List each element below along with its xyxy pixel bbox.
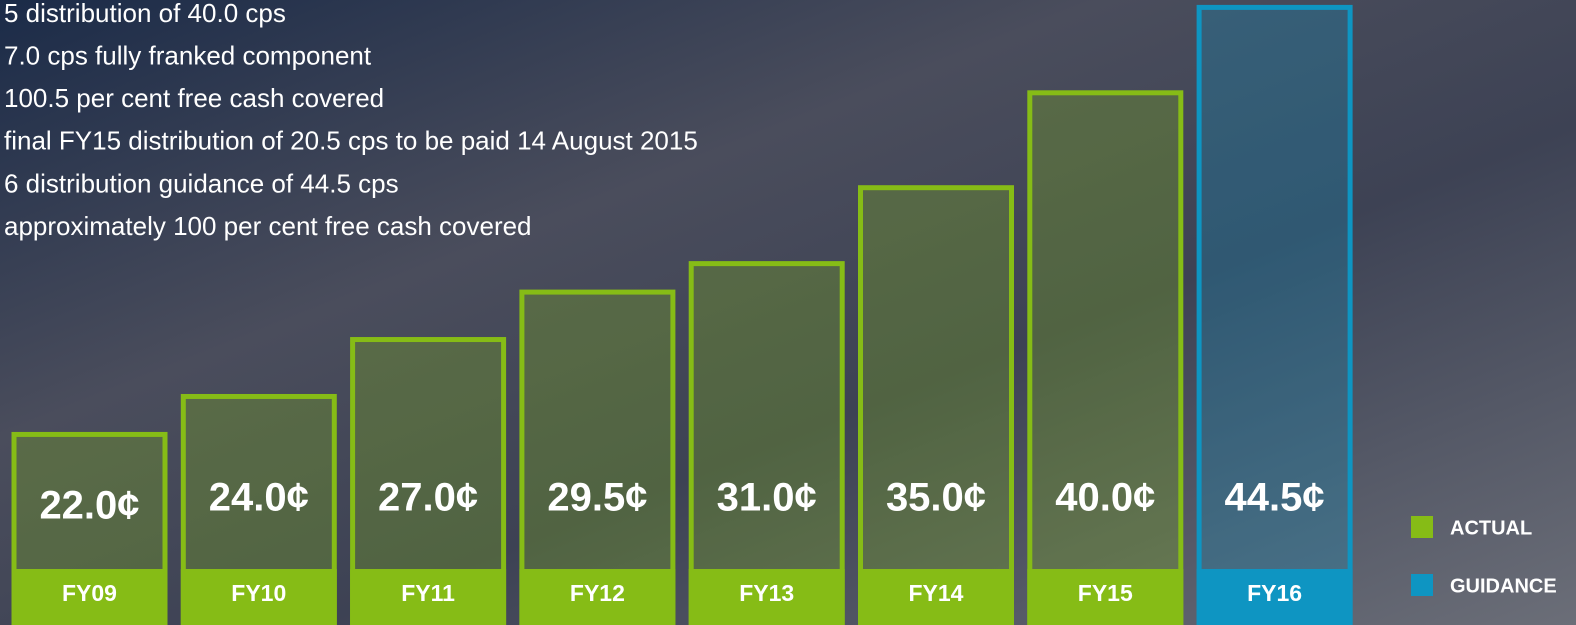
- category-band: [1027, 569, 1184, 625]
- x-tick-label: FY16: [1247, 580, 1302, 606]
- note-line: final FY15 distribution of 20.5 cps to b…: [4, 126, 698, 156]
- note-line: 7.0 cps fully franked component: [4, 40, 372, 70]
- category-band: [180, 569, 337, 625]
- bar: [858, 185, 1014, 625]
- category-band: [1196, 569, 1353, 625]
- legend-label: ACTUAL: [1450, 517, 1532, 539]
- legend-label: GUIDANCE: [1450, 575, 1557, 597]
- x-tick-label: FY11: [401, 580, 455, 606]
- note-line: 6 distribution guidance of 44.5 cps: [4, 168, 399, 198]
- value-label: 44.5¢: [1225, 476, 1325, 520]
- value-label: 27.0¢: [378, 476, 478, 520]
- x-tick-label: FY14: [909, 580, 964, 606]
- legend-swatch: [1411, 516, 1433, 538]
- value-label: 31.0¢: [717, 476, 817, 520]
- category-band: [350, 569, 507, 625]
- x-tick-label: FY10: [231, 580, 286, 606]
- category-band: [519, 569, 676, 625]
- value-label: 35.0¢: [886, 476, 986, 520]
- value-label: 29.5¢: [547, 476, 647, 520]
- note-line: 100.5 per cent free cash covered: [4, 83, 384, 113]
- bar: [1027, 90, 1184, 625]
- note-line: approximately 100 per cent free cash cov…: [4, 211, 532, 241]
- category-band: [11, 569, 168, 625]
- legend-swatch: [1411, 574, 1433, 596]
- x-tick-label: FY12: [570, 580, 625, 606]
- bar: [688, 261, 845, 625]
- x-tick-label: FY15: [1078, 580, 1133, 606]
- value-label: 22.0¢: [39, 484, 139, 528]
- x-tick-label: FY13: [739, 580, 794, 606]
- value-label: 24.0¢: [209, 476, 309, 520]
- x-tick-label: FY09: [62, 580, 117, 606]
- value-label: 40.0¢: [1055, 476, 1155, 520]
- bar: [1196, 4, 1353, 625]
- category-band: [858, 569, 1014, 625]
- category-band: [688, 569, 845, 625]
- note-line: 5 distribution of 40.0 cps: [4, 0, 286, 28]
